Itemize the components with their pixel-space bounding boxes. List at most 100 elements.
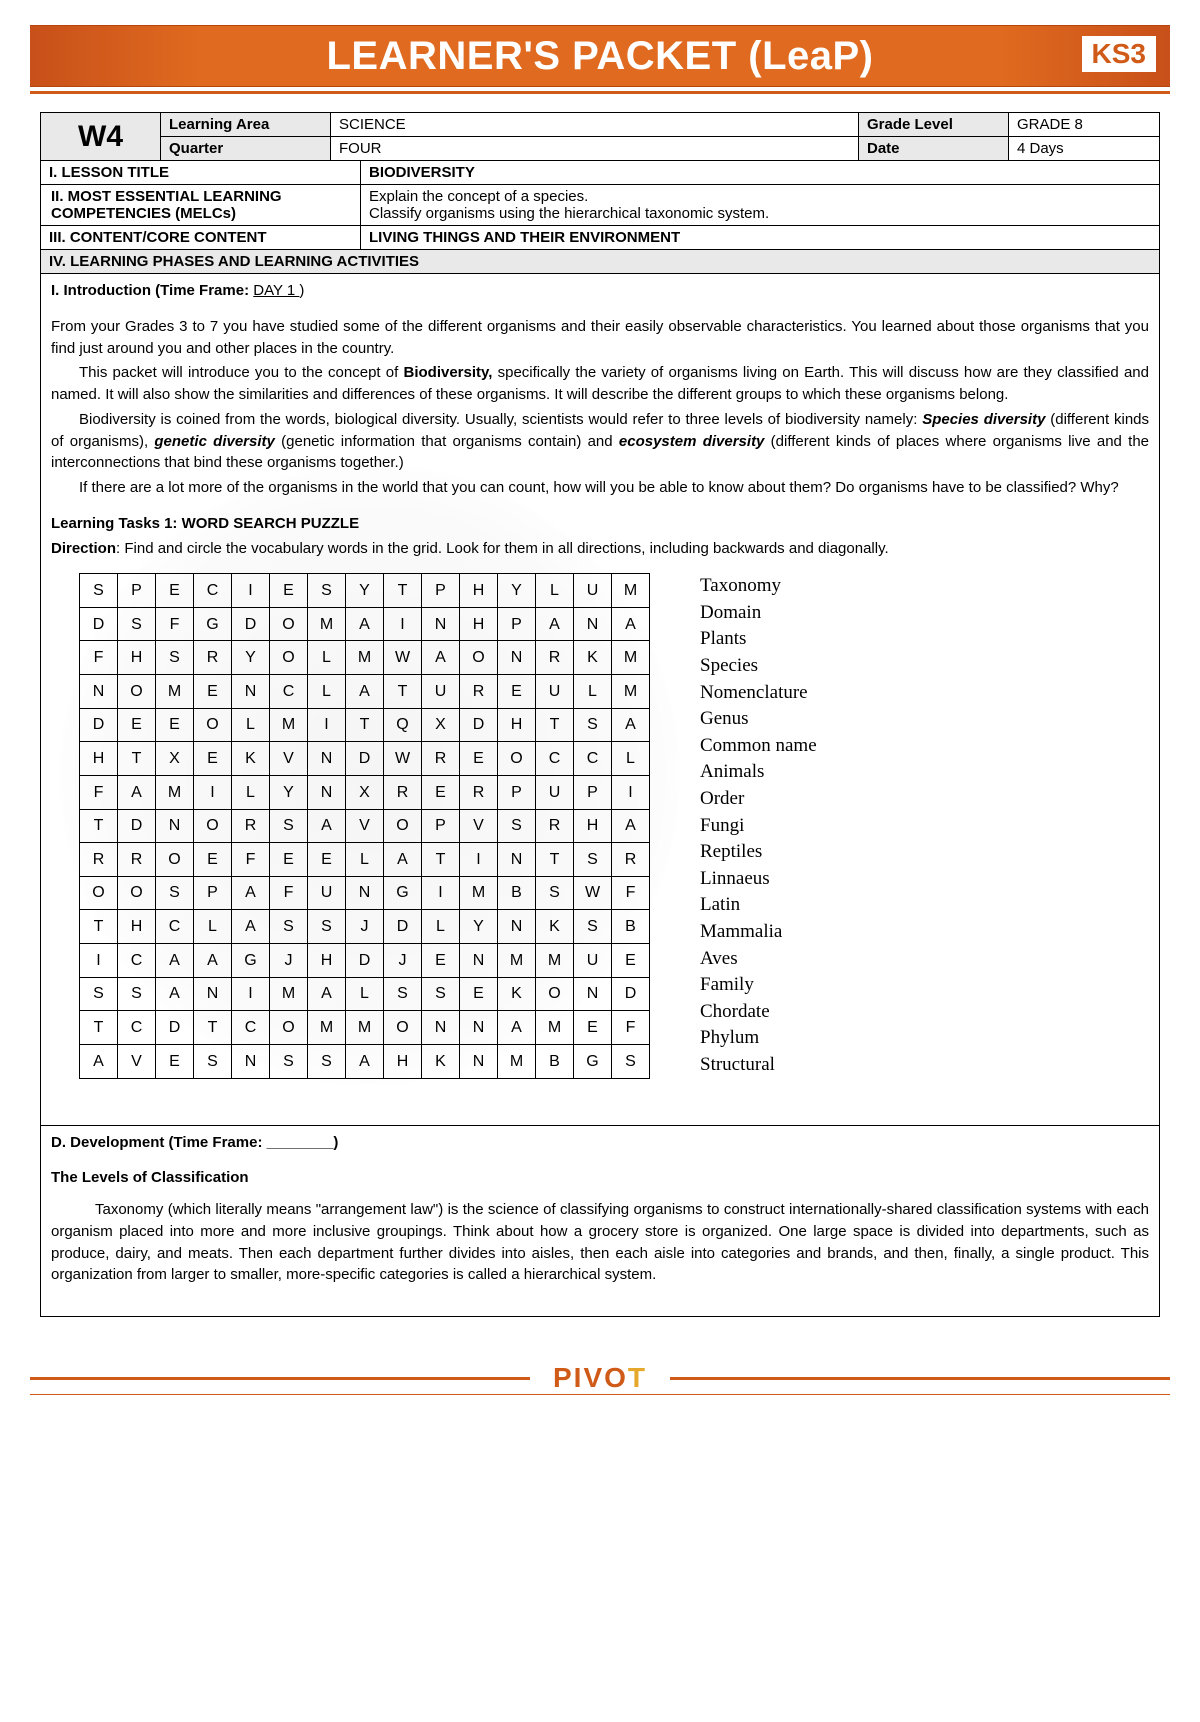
ws-cell: O (194, 809, 232, 843)
ws-cell: S (308, 1044, 346, 1078)
ws-cell: M (536, 943, 574, 977)
ws-cell: M (308, 1011, 346, 1045)
ws-word: Structural (700, 1052, 817, 1079)
grade-level-label: Grade Level (859, 113, 1009, 136)
ws-cell: E (574, 1011, 612, 1045)
task1-dir-text: : Find and circle the vocabulary words i… (116, 540, 889, 557)
ws-cell: M (270, 708, 308, 742)
ws-cell: M (346, 641, 384, 675)
ws-cell: A (612, 708, 650, 742)
word-search-list: TaxonomyDomainPlantsSpeciesNomenclatureG… (700, 573, 817, 1078)
ws-cell: E (612, 943, 650, 977)
ws-cell: I (80, 943, 118, 977)
ws-cell: E (194, 843, 232, 877)
ws-word: Fungi (700, 813, 817, 840)
ws-cell: A (346, 675, 384, 709)
ws-cell: M (156, 675, 194, 709)
ws-cell: E (498, 675, 536, 709)
ws-cell: A (156, 977, 194, 1011)
ws-cell: H (498, 708, 536, 742)
ws-cell: R (460, 775, 498, 809)
ws-cell: G (574, 1044, 612, 1078)
ws-cell: K (498, 977, 536, 1011)
ws-cell: A (118, 775, 156, 809)
ws-cell: W (384, 641, 422, 675)
ws-word: Animals (700, 759, 817, 786)
ws-cell: T (194, 1011, 232, 1045)
ws-cell: S (498, 809, 536, 843)
ws-cell: K (574, 641, 612, 675)
ws-cell: O (80, 876, 118, 910)
ws-cell: F (232, 843, 270, 877)
section-ii-label: II. MOST ESSENTIAL LEARNING COMPETENCIES… (41, 185, 361, 225)
ws-cell: W (384, 742, 422, 776)
ws-cell: T (384, 675, 422, 709)
section-i-row: I. LESSON TITLE BIODIVERSITY (41, 161, 1159, 185)
ws-cell: O (384, 809, 422, 843)
ws-cell: M (612, 641, 650, 675)
section-iii-row: III. CONTENT/CORE CONTENT LIVING THINGS … (41, 226, 1159, 250)
ws-cell: Y (232, 641, 270, 675)
ws-cell: L (308, 641, 346, 675)
ws-cell: S (308, 910, 346, 944)
ws-cell: B (612, 910, 650, 944)
melc-2: Classify organisms using the hierarchica… (369, 205, 1151, 222)
ws-cell: C (574, 742, 612, 776)
learning-area-value: SCIENCE (331, 113, 859, 136)
ws-cell: B (536, 1044, 574, 1078)
intro-p3a: Biodiversity is coined from the words, b… (79, 411, 922, 428)
ws-cell: S (270, 1044, 308, 1078)
ws-cell: M (612, 675, 650, 709)
intro-timeframe: DAY 1 (253, 282, 299, 299)
ws-cell: L (308, 675, 346, 709)
ws-cell: M (308, 607, 346, 641)
ws-cell: U (308, 876, 346, 910)
header-rule (30, 91, 1170, 94)
ws-cell: K (232, 742, 270, 776)
ws-cell: T (422, 843, 460, 877)
ws-cell: P (498, 775, 536, 809)
ws-cell: S (194, 1044, 232, 1078)
ws-cell: A (308, 977, 346, 1011)
ws-cell: O (536, 977, 574, 1011)
ws-cell: N (460, 1011, 498, 1045)
ws-cell: D (118, 809, 156, 843)
ws-cell: N (422, 1011, 460, 1045)
ws-cell: S (80, 977, 118, 1011)
section-i-value: BIODIVERSITY (361, 161, 1159, 184)
ws-cell: K (536, 910, 574, 944)
ws-cell: J (346, 910, 384, 944)
ws-cell: S (422, 977, 460, 1011)
ws-cell: A (612, 607, 650, 641)
intro-p3b: Species diversity (922, 411, 1045, 428)
ws-cell: A (384, 843, 422, 877)
ws-cell: S (574, 708, 612, 742)
ws-cell: Q (384, 708, 422, 742)
info-row-1: W4 Learning Area SCIENCE Grade Level GRA… (41, 113, 1159, 161)
ws-cell: E (194, 675, 232, 709)
ws-cell: M (346, 1011, 384, 1045)
ws-cell: F (156, 607, 194, 641)
footer-brand: PIVOT (530, 1362, 670, 1394)
section-ii-value: Explain the concept of a species. Classi… (361, 185, 1159, 225)
header-title: LEARNER'S PACKET (LeaP) (327, 34, 874, 79)
ws-cell: R (536, 809, 574, 843)
ws-cell: U (574, 574, 612, 608)
ws-cell: C (118, 1011, 156, 1045)
ws-cell: E (308, 843, 346, 877)
ws-cell: L (536, 574, 574, 608)
ws-cell: M (270, 977, 308, 1011)
ws-cell: M (612, 574, 650, 608)
ws-word: Mammalia (700, 919, 817, 946)
ws-cell: I (384, 607, 422, 641)
ws-cell: T (536, 843, 574, 877)
ws-cell: R (384, 775, 422, 809)
intro-p2: This packet will introduce you to the co… (51, 362, 1149, 406)
ws-cell: E (194, 742, 232, 776)
ws-cell: V (270, 742, 308, 776)
ws-cell: R (612, 843, 650, 877)
ws-cell: F (80, 641, 118, 675)
intro-p3d: genetic diversity (154, 433, 274, 450)
ws-cell: S (384, 977, 422, 1011)
task1-direction: Direction: Find and circle the vocabular… (51, 538, 1149, 560)
